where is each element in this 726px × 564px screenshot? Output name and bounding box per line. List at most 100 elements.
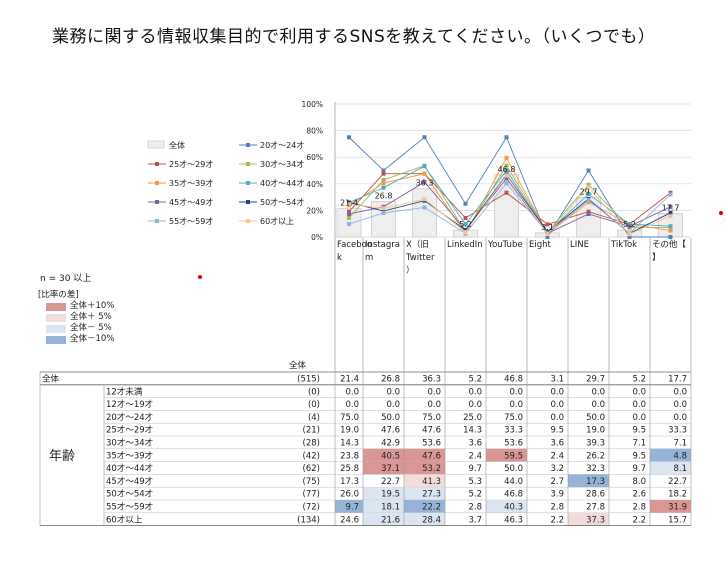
cell-value: 9.7 <box>632 464 646 474</box>
cell-value: 9.7 <box>468 464 482 474</box>
legend-swatch <box>155 219 159 223</box>
cell-value: 50.0 <box>586 413 605 423</box>
cell-value: 2.6 <box>632 490 646 500</box>
data-label: 17.7 <box>662 203 680 212</box>
cell-value: 29.7 <box>586 375 605 385</box>
cell-value: 47.6 <box>422 451 441 461</box>
series-point <box>381 210 386 215</box>
highlight-cell <box>404 448 445 462</box>
cell-value: 7.1 <box>673 439 687 449</box>
y-tick-label: 0% <box>311 233 323 242</box>
row-label: 45才～49才 <box>106 476 153 487</box>
series-point <box>422 205 427 210</box>
cell-value: 32.3 <box>586 464 605 474</box>
cell-value: 0.0 <box>386 400 400 410</box>
series-point <box>668 192 673 197</box>
cell-value: 0.0 <box>345 387 359 397</box>
row-label: 50才～54才 <box>106 489 153 500</box>
cell-value: 26.2 <box>586 451 605 461</box>
series-point <box>668 224 673 229</box>
series-point <box>545 222 550 227</box>
series-point <box>381 206 386 211</box>
cell-value: 75.0 <box>504 413 523 423</box>
series-point <box>381 168 386 173</box>
cell-value: 47.6 <box>422 426 441 436</box>
series-point <box>347 215 351 220</box>
x-tick-label: Instagra <box>365 240 400 250</box>
cell-value: 0.0 <box>591 400 605 410</box>
series-point <box>504 176 509 181</box>
series-point <box>504 155 509 160</box>
row-label: 30才～34才 <box>106 438 153 449</box>
series-point <box>463 230 468 235</box>
x-tick-label: m <box>365 253 373 263</box>
cell-value: 5.2 <box>468 490 482 500</box>
cell-value: 59.5 <box>504 451 523 461</box>
diff-legend-item: 全体－10% <box>38 334 114 345</box>
cell-value: 0.0 <box>427 387 441 397</box>
series-point <box>545 235 550 239</box>
cell-value: 17.7 <box>668 375 687 385</box>
cell-value: 8.1 <box>673 464 687 474</box>
cell-value: 53.6 <box>422 439 441 449</box>
y-tick-label: 60% <box>306 153 323 162</box>
row-n: (62) <box>303 464 320 474</box>
series-point <box>504 135 509 140</box>
row-n: (75) <box>303 477 320 487</box>
cell-value: 3.6 <box>468 439 482 449</box>
row-n: (21) <box>303 426 320 436</box>
cell-value: 33.3 <box>668 426 687 436</box>
group-label: 年齢 <box>49 449 75 464</box>
row-n: (515) <box>297 375 320 385</box>
cell-value: 75.0 <box>422 413 441 423</box>
series-point <box>586 198 591 203</box>
diff-swatch <box>46 324 66 333</box>
legend-label: 40才～44才 <box>260 178 304 188</box>
x-tick-label: TikTok <box>610 240 637 250</box>
series-point <box>586 200 591 205</box>
cell-value: 5.2 <box>632 375 646 385</box>
row-n: (134) <box>297 515 320 525</box>
highlight-cell <box>486 500 527 513</box>
cell-value: 0.0 <box>632 387 646 397</box>
cell-value: 21.4 <box>340 375 359 385</box>
cell-value: 41.3 <box>422 477 441 487</box>
legend-swatch <box>147 140 165 149</box>
legend-swatch <box>246 219 250 223</box>
legend-label: 25才～29才 <box>169 159 213 169</box>
y-tick-label: 100% <box>302 100 323 109</box>
legend-label: 50才～54才 <box>260 197 304 207</box>
row-n: (42) <box>303 451 320 461</box>
highlight-cell <box>650 461 691 475</box>
highlight-cell <box>404 474 445 488</box>
row-label: 全体 <box>42 374 60 385</box>
cell-value: 25.0 <box>463 413 482 423</box>
highlight-cell <box>568 474 609 488</box>
series-point <box>627 224 632 229</box>
legend-swatch <box>155 162 159 166</box>
series-point <box>381 171 386 176</box>
series-point <box>586 209 591 214</box>
diff-legend-label: 全体＋ 5% <box>70 312 112 322</box>
cell-value: 21.6 <box>381 515 400 525</box>
highlight-cell <box>568 512 609 526</box>
cell-value: 53.6 <box>504 439 523 449</box>
highlight-cell <box>650 448 691 462</box>
series-point <box>668 210 673 215</box>
cell-value: 24.6 <box>340 515 359 525</box>
series-point <box>668 204 673 209</box>
cell-value: 0.0 <box>468 400 482 410</box>
x-tick-label: Eight <box>529 240 552 250</box>
cell-value: 2.7 <box>550 477 564 487</box>
cell-value: 2.8 <box>468 503 482 513</box>
cell-value: 5.2 <box>468 375 482 385</box>
cell-value: 19.5 <box>381 490 400 500</box>
series-point <box>347 135 351 140</box>
series-point <box>586 182 591 187</box>
cell-value: 31.9 <box>668 503 687 513</box>
series-point <box>463 201 468 206</box>
cell-value: 44.0 <box>504 477 523 487</box>
cell-value: 0.0 <box>427 400 441 410</box>
cell-value: 9.5 <box>632 426 646 436</box>
data-label: 5.2 <box>459 220 472 229</box>
